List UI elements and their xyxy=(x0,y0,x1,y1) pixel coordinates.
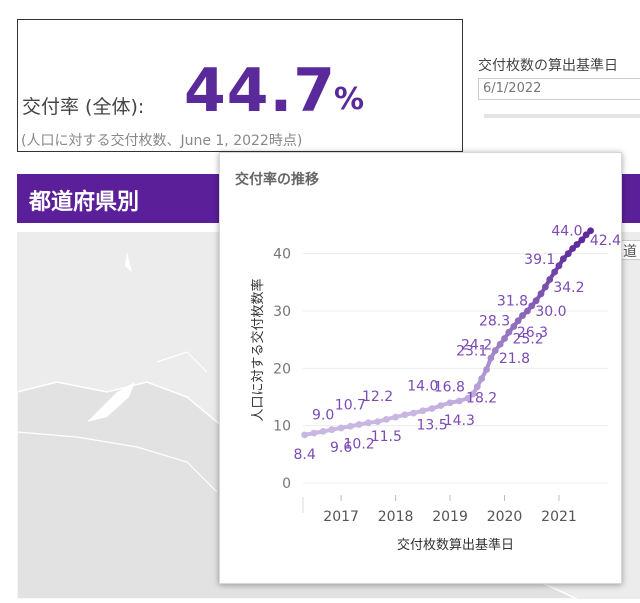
y-tick-label: 0 xyxy=(282,476,291,492)
data-point xyxy=(519,312,526,319)
data-point xyxy=(487,354,495,362)
y-tick-label: 20 xyxy=(273,361,291,377)
data-label: 14.3 xyxy=(444,413,475,429)
kpi-subtitle: (人口に対する交付枚数、June 1, 2022時点) xyxy=(21,133,303,149)
date-filter-input[interactable]: 6/1/2022 xyxy=(478,78,640,100)
data-point xyxy=(301,431,309,439)
data-point xyxy=(319,428,327,435)
data-point xyxy=(532,297,540,305)
date-filter-title: 交付枚数の算出基準日 xyxy=(478,58,618,74)
data-point xyxy=(505,328,513,336)
x-tick-label: 2020 xyxy=(487,509,523,525)
data-point xyxy=(410,409,417,417)
data-point xyxy=(401,411,409,419)
data-point xyxy=(551,268,559,276)
data-label: 9.6 xyxy=(330,440,352,456)
x-tick-label: 2019 xyxy=(432,509,468,525)
data-point xyxy=(573,241,581,248)
y-tick-label: 10 xyxy=(273,419,291,435)
data-point xyxy=(546,276,554,283)
data-point xyxy=(428,405,436,412)
data-point xyxy=(578,236,586,244)
data-label: 11.5 xyxy=(371,429,402,445)
data-point xyxy=(392,413,399,421)
data-point xyxy=(587,227,594,235)
data-point xyxy=(374,418,382,426)
data-label: 8.4 xyxy=(294,447,316,463)
data-point xyxy=(541,283,549,291)
kpi-unit: % xyxy=(334,82,365,117)
data-label: 21.8 xyxy=(499,351,530,367)
data-label: 18.2 xyxy=(466,391,497,407)
data-point xyxy=(582,231,590,239)
data-point xyxy=(328,426,336,434)
legend-stub: 道 xyxy=(620,240,640,260)
data-label: 14.0 xyxy=(407,379,438,395)
data-label: 12.2 xyxy=(362,389,393,405)
chart-title: 交付率の推移 xyxy=(235,172,319,188)
y-axis-label: 人口に対する交付枚数率 xyxy=(250,278,266,421)
data-label: 42.4 xyxy=(590,233,621,249)
data-label: 10.7 xyxy=(335,398,366,414)
data-label: 30.0 xyxy=(535,304,566,320)
x-tick-label: 2017 xyxy=(323,509,359,525)
data-point xyxy=(491,347,499,354)
data-point xyxy=(537,290,545,298)
data-point xyxy=(446,399,454,407)
data-label: 25.2 xyxy=(513,332,544,348)
data-point xyxy=(528,302,536,310)
date-filter-slider[interactable] xyxy=(484,114,640,118)
data-point xyxy=(478,375,486,383)
data-point xyxy=(514,317,522,325)
data-point xyxy=(419,407,427,415)
x-axis-label: 交付枚数算出基準日 xyxy=(397,537,514,553)
data-point xyxy=(555,262,563,270)
data-label: 23.1 xyxy=(456,344,487,360)
data-point xyxy=(564,250,572,258)
data-label: 24.2 xyxy=(461,337,492,353)
data-point xyxy=(464,394,472,402)
y-tick-label: 30 xyxy=(273,304,291,320)
data-point xyxy=(469,390,477,398)
data-label: 13.5 xyxy=(416,418,447,434)
data-point xyxy=(523,307,531,315)
data-label: 39.1 xyxy=(524,252,555,268)
data-label: 44.0 xyxy=(551,224,582,240)
data-point xyxy=(310,429,318,437)
data-point xyxy=(364,419,372,427)
prefecture-title: 都道府県別 xyxy=(29,190,140,215)
data-point xyxy=(382,415,390,423)
y-tick-label: 40 xyxy=(273,247,291,263)
data-point xyxy=(483,366,490,373)
data-point xyxy=(510,323,518,330)
kpi-card: 交付率 (全体): 44.7 % (人口に対する交付枚数、June 1, 202… xyxy=(17,19,463,152)
data-point xyxy=(473,383,481,391)
data-point xyxy=(346,422,354,430)
data-point xyxy=(569,245,576,252)
kpi-label: 交付率 (全体): xyxy=(22,96,145,118)
x-tick-label: 2021 xyxy=(541,509,577,525)
data-label: 26.3 xyxy=(517,325,548,341)
data-point xyxy=(355,421,363,428)
x-tick-label: 2018 xyxy=(378,509,414,525)
data-label: 16.8 xyxy=(434,380,465,396)
data-point xyxy=(337,424,345,432)
trend-chart: 0 10 20 30 40 2017 2018 2019 2020 2021 交付枚数算出基準日 人口… xyxy=(250,224,621,553)
data-label: 10.2 xyxy=(344,437,375,453)
data-point xyxy=(559,255,567,263)
kpi-value: 44.7 xyxy=(184,56,337,126)
data-point xyxy=(501,335,508,342)
trend-tooltip-card: 交付率の推移 0 10 20 30 40 2017 2018 2019 2020 2021 交付枚数… xyxy=(219,152,622,584)
data-label: 34.2 xyxy=(553,280,584,296)
data-point xyxy=(437,402,445,409)
data-point xyxy=(455,397,463,405)
data-label: 9.0 xyxy=(312,407,334,423)
data-label: 31.8 xyxy=(497,294,528,310)
data-point xyxy=(496,340,504,348)
data-label: 28.3 xyxy=(479,314,510,330)
